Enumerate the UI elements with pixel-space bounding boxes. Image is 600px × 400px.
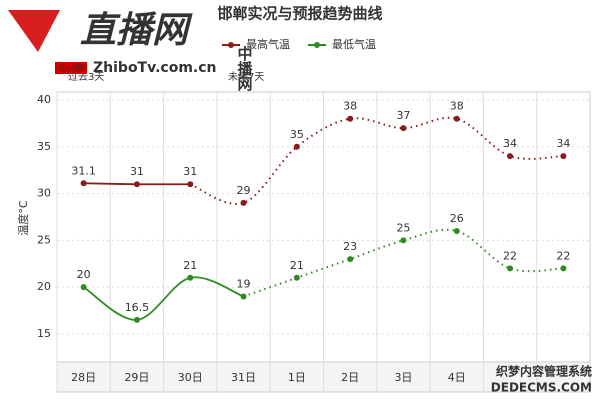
point [133, 181, 140, 188]
point [453, 228, 460, 234]
x-tick-label: 2日 [341, 371, 359, 384]
data-label: 25 [396, 221, 410, 234]
data-label: 21 [290, 259, 304, 272]
data-label: 21 [183, 259, 197, 272]
x-tick-label: 1日 [288, 371, 306, 384]
data-label: 31 [130, 165, 144, 178]
point [187, 181, 194, 188]
point [240, 199, 247, 206]
data-label: 19 [237, 278, 251, 291]
vertical-text: 中播网 [236, 45, 254, 92]
point [400, 237, 407, 244]
y-tick-label: 35 [37, 140, 51, 153]
data-label: 29 [237, 184, 251, 197]
x-tick-label: 3日 [394, 371, 412, 384]
data-label: 38 [343, 100, 357, 113]
data-label: 37 [396, 109, 410, 122]
data-label: 22 [556, 249, 570, 262]
data-label: 34 [556, 137, 570, 150]
point [80, 284, 87, 291]
legend-marker [314, 42, 320, 48]
badge-bg [55, 62, 87, 74]
site-text: ZhiboTv.com.cn [93, 60, 217, 76]
point [453, 115, 460, 122]
logo-text: 直播网 [80, 10, 193, 51]
point [400, 125, 407, 132]
data-label: 34 [503, 137, 517, 150]
watermark: 直播网 十八腾 ZhiboTv.com.cn 中播网 织梦内容管理系统 DEDE… [8, 10, 592, 395]
chart-title: 邯郸实况与预报趋势曲线 [217, 5, 382, 23]
y-tick-label: 40 [37, 93, 51, 106]
legend-label: 最低气温 [332, 37, 376, 51]
data-label: 31 [183, 165, 197, 178]
point [187, 274, 194, 281]
data-label: 20 [77, 268, 91, 281]
data-label: 26 [450, 212, 464, 225]
x-tick-label: 31日 [231, 371, 256, 384]
point [347, 256, 354, 263]
data-label: 31.1 [71, 164, 96, 177]
y-tick-label: 20 [37, 280, 51, 293]
series-line [189, 116, 564, 206]
period-label: 未来7天 [228, 71, 264, 83]
y-tick-label: 15 [37, 327, 51, 340]
y-tick-label: 25 [37, 233, 51, 246]
badge-text: 十八腾 [59, 63, 83, 73]
x-tick-label: 30日 [178, 371, 203, 384]
data-label: 35 [290, 128, 304, 141]
point [293, 143, 300, 150]
point [560, 265, 567, 272]
point [507, 265, 514, 272]
legend-label: 最高气温 [246, 37, 290, 51]
point [560, 153, 567, 160]
footer-url: DEDECMS.COM [491, 381, 592, 395]
x-tick-label: 29日 [124, 371, 149, 384]
data-label: 22 [503, 249, 517, 262]
x-tick-label: 28日 [71, 371, 96, 384]
y-tick-label: 30 [37, 187, 51, 200]
footer-text: 织梦内容管理系统 [496, 364, 592, 379]
y-axis-label: 温度°C [16, 200, 30, 235]
point [80, 180, 87, 187]
x-tick-label: 4日 [448, 371, 466, 384]
point [293, 274, 300, 281]
data-label: 16.5 [125, 301, 150, 314]
data-label: 23 [343, 240, 357, 253]
logo-icon [8, 10, 60, 52]
point [347, 115, 354, 122]
point [133, 316, 140, 323]
series-line [83, 276, 244, 321]
point [507, 153, 514, 160]
data-label: 38 [450, 100, 464, 113]
legend-marker [228, 42, 234, 48]
point [240, 293, 247, 300]
